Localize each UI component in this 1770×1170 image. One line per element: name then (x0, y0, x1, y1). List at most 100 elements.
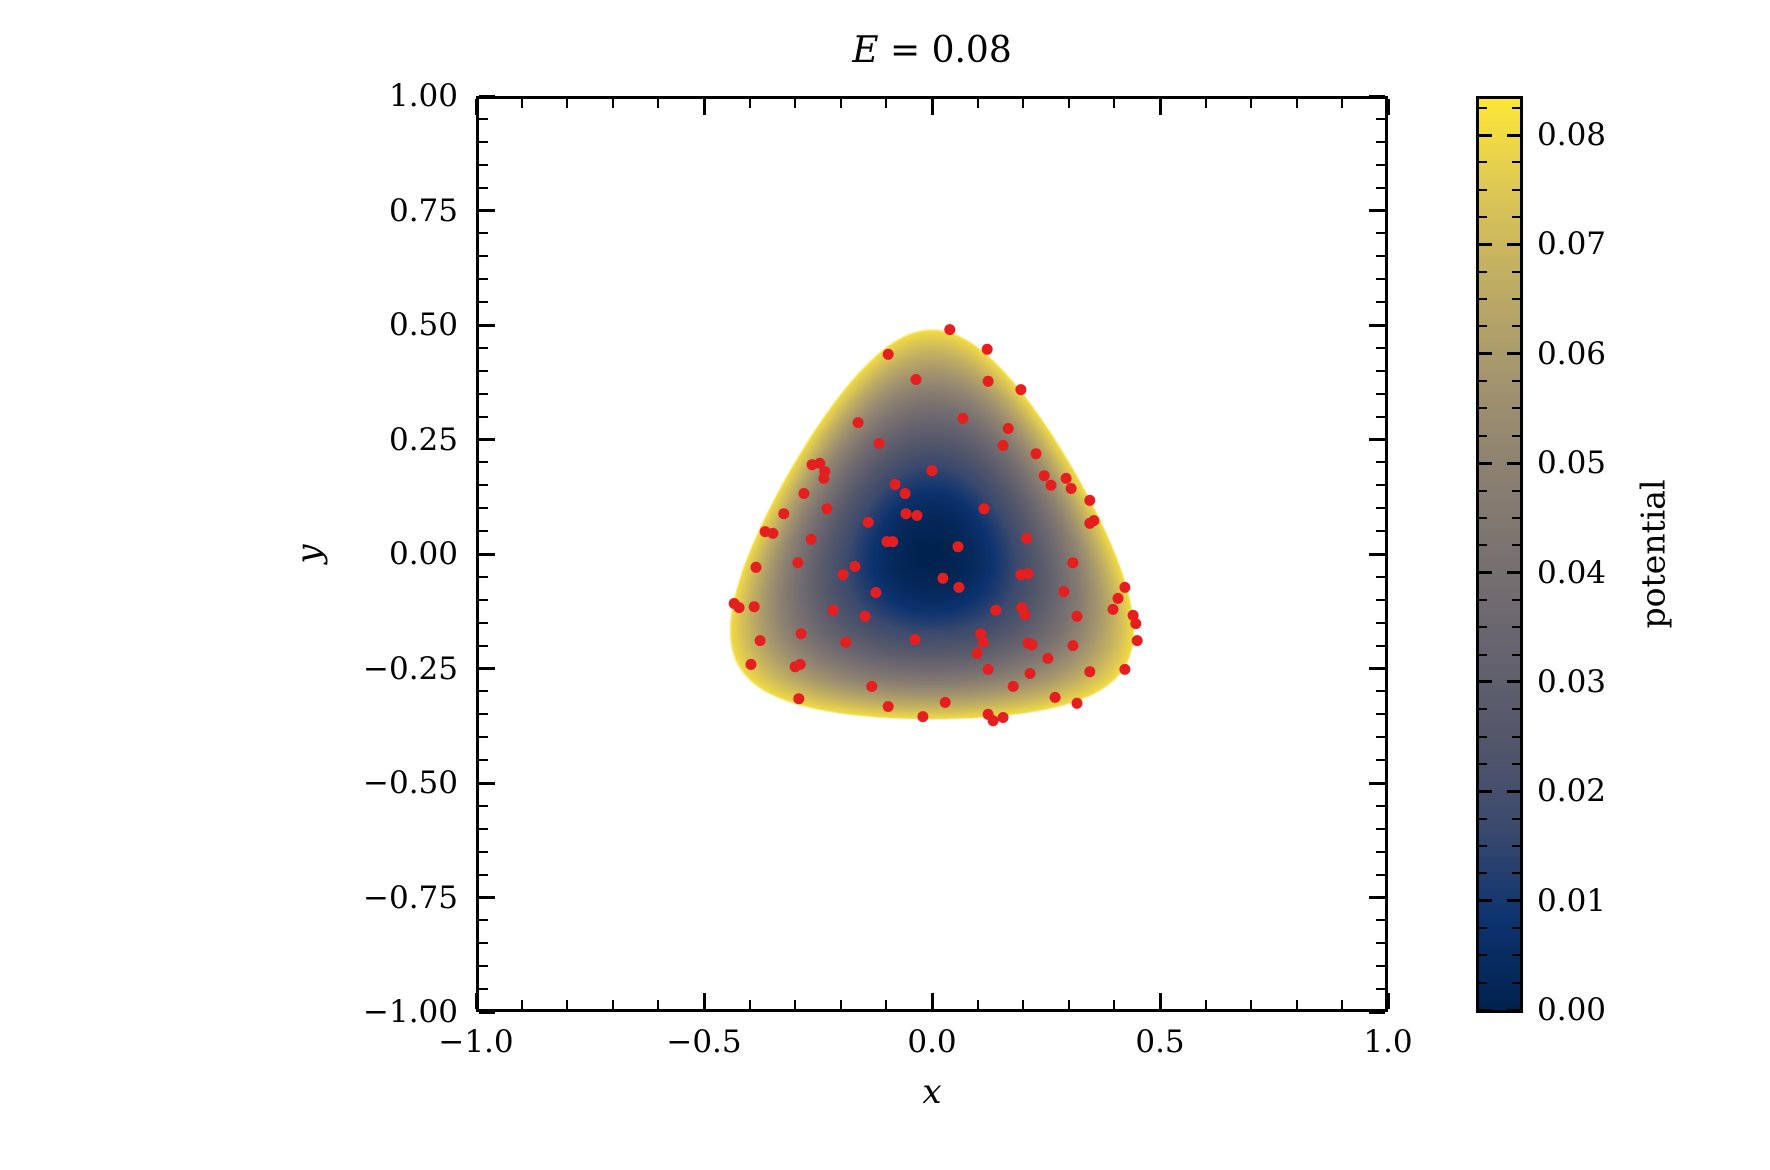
scatter-point (926, 465, 938, 477)
scatter-point (944, 324, 956, 336)
y-major-tick (479, 552, 495, 556)
scatter-point (982, 663, 994, 675)
y-minor-tick (1376, 278, 1385, 281)
scatter-point (795, 628, 807, 640)
y-minor-tick (1376, 530, 1385, 533)
scatter-point (1060, 472, 1072, 484)
y-major-tick (1369, 896, 1385, 899)
y-minor-tick (479, 186, 488, 189)
y-minor-tick (479, 301, 488, 304)
y-major-tick (1369, 1010, 1385, 1014)
scatter-point (827, 604, 839, 616)
colorbar-minor-tick (1479, 516, 1487, 519)
scatter-point (1130, 618, 1142, 630)
scatter-point (1071, 610, 1083, 622)
scatter-point (805, 533, 817, 545)
colorbar-minor-tick (1512, 298, 1520, 301)
colorbar-major-tick (1479, 352, 1492, 356)
colorbar-minor-tick (1512, 270, 1520, 273)
y-minor-tick (1376, 163, 1385, 166)
scatter-point (1084, 666, 1096, 678)
y-minor-tick (479, 163, 488, 166)
scatter-point (748, 601, 760, 613)
scatter-point (859, 610, 871, 622)
colorbar-major-tick (1507, 352, 1520, 356)
y-minor-tick (479, 873, 488, 876)
scatter-point (767, 527, 779, 539)
y-major-tick (1369, 94, 1385, 98)
scatter-point (862, 516, 874, 528)
colorbar-minor-tick (1512, 407, 1520, 410)
x-tick-label: 1.0 (1363, 1024, 1413, 1060)
scatter-point (866, 680, 878, 692)
scatter-point (1084, 494, 1096, 506)
colorbar-minor-tick (1479, 626, 1487, 629)
x-minor-tick (839, 1000, 842, 1009)
x-major-tick (1386, 993, 1390, 1009)
colorbar-minor-tick (1479, 325, 1487, 328)
x-minor-tick (976, 1000, 979, 1009)
colorbar-tick-label: 0.05 (1537, 445, 1607, 482)
y-major-tick (1369, 667, 1385, 670)
y-minor-tick (1376, 369, 1385, 372)
colorbar-minor-tick (1479, 434, 1487, 437)
scatter-point (1042, 652, 1054, 664)
colorbar-tick-label: 0.01 (1537, 882, 1607, 919)
colorbar-tick-label: 0.03 (1537, 663, 1607, 700)
colorbar-tick-label: 0.02 (1537, 773, 1607, 810)
x-minor-tick (1250, 1000, 1253, 1009)
x-minor-tick (1295, 99, 1298, 108)
scatter-point (849, 560, 861, 572)
scatter-point (971, 647, 983, 659)
colorbar-minor-tick (1512, 926, 1520, 929)
y-minor-tick (479, 713, 488, 716)
y-major-tick (1369, 438, 1385, 441)
colorbar-major-tick (1507, 899, 1520, 903)
scatter-point (997, 440, 1009, 451)
x-minor-tick (885, 1000, 888, 1009)
scatter-point (909, 634, 921, 646)
colorbar-minor-tick (1512, 981, 1520, 984)
y-minor-tick (1376, 301, 1385, 304)
y-minor-tick (479, 415, 488, 418)
colorbar-major-tick (1479, 242, 1492, 246)
scatter-point (1065, 483, 1077, 494)
colorbar-major-tick (1479, 680, 1492, 684)
y-minor-tick (479, 140, 488, 143)
y-minor-tick (1376, 759, 1385, 762)
colorbar-minor-tick (1479, 954, 1487, 957)
y-minor-tick (479, 690, 488, 693)
colorbar-minor-tick (1479, 598, 1487, 601)
x-minor-tick (611, 1000, 614, 1009)
x-major-tick (474, 99, 478, 115)
scatter-point (887, 536, 899, 548)
scatter-point (778, 508, 790, 520)
y-minor-tick (479, 621, 488, 624)
colorbar-minor-tick (1479, 872, 1487, 875)
colorbar-minor-tick (1479, 489, 1487, 492)
x-minor-tick (1204, 1000, 1207, 1009)
x-minor-tick (566, 99, 569, 108)
title-energy-variable: E (852, 30, 879, 71)
scatter-point (952, 541, 964, 553)
scatter-point (899, 488, 911, 499)
x-minor-tick (976, 99, 979, 108)
colorbar-minor-tick (1479, 981, 1487, 984)
y-minor-tick (1376, 919, 1385, 922)
colorbar-minor-tick (1479, 762, 1487, 765)
colorbar-minor-tick (1512, 653, 1520, 656)
colorbar-minor-tick (1512, 844, 1520, 847)
colorbar-minor-tick (1512, 434, 1520, 437)
y-tick-label: 1.00 (388, 78, 458, 114)
scatter-point (840, 636, 852, 648)
y-tick-label: 0.50 (388, 307, 458, 343)
scatter-point (1119, 663, 1131, 675)
y-minor-tick (1376, 827, 1385, 830)
colorbar-minor-tick (1512, 735, 1520, 738)
plot-title: E = 0.08 (632, 30, 1232, 71)
scatter-point (977, 636, 989, 648)
y-tick-label: 0.00 (388, 536, 458, 572)
colorbar-major-tick (1479, 789, 1492, 793)
colorbar (1476, 96, 1523, 1013)
colorbar-minor-tick (1512, 489, 1520, 492)
